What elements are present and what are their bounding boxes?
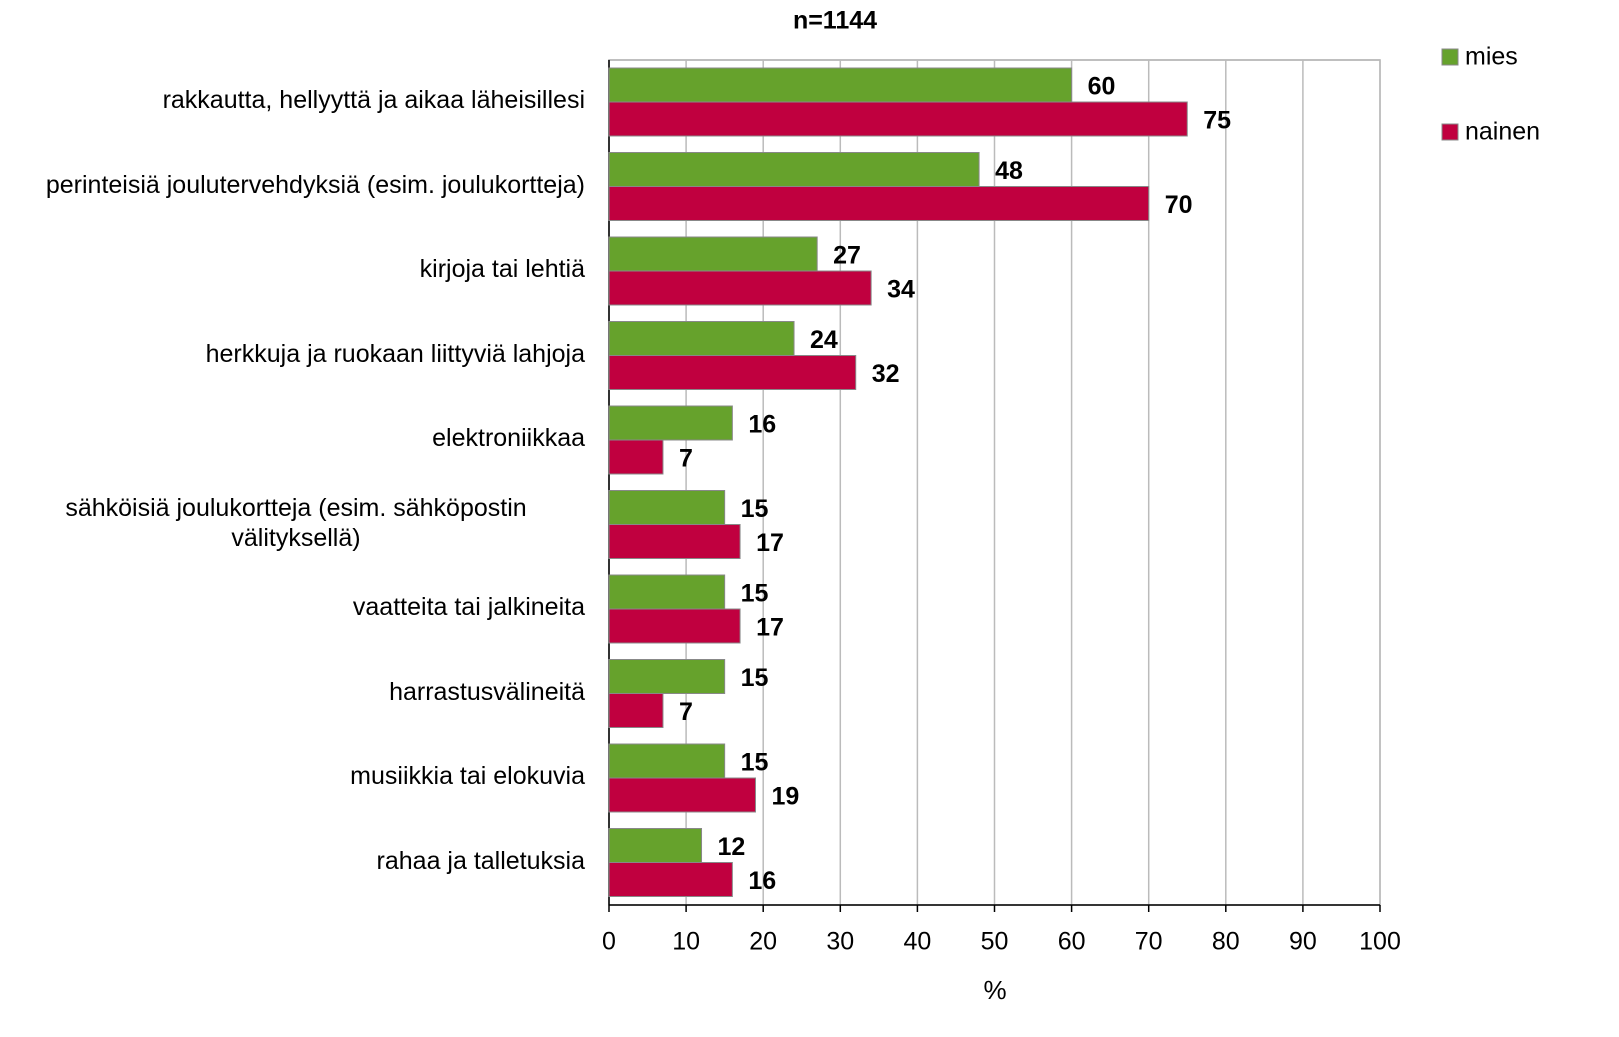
bar [608,659,726,694]
data-label: 48 [995,157,1023,185]
y-tick-label: herkkuja ja ruokaan liittyviä lahjoja [205,339,585,368]
data-label: 15 [741,495,769,523]
bar [608,405,733,441]
x-tick-label: 40 [903,928,931,956]
legend-swatch [1441,123,1459,141]
data-label: 34 [887,276,915,304]
y-tick-label: harrastusvälineitä [389,677,585,706]
bar [608,777,756,813]
legend-label: mies [1465,43,1518,71]
data-label: 7 [679,698,693,726]
bar [608,862,733,897]
bar [608,270,872,306]
x-tick-label: 60 [1058,928,1086,956]
data-label: 15 [741,580,769,608]
x-tick-label: 20 [749,928,777,956]
bar [608,67,1073,103]
data-label: 70 [1165,191,1193,219]
bar [608,490,726,525]
data-label: 17 [756,529,784,557]
data-label: 16 [748,411,776,439]
x-tick-label: 30 [826,928,854,956]
bar [608,524,741,559]
data-label: 16 [748,867,776,895]
y-tick-label: perinteisiä joulutervehdyksiä (esim. jou… [45,170,585,199]
legend-swatch [1441,48,1459,66]
bar [608,828,703,863]
bar [608,574,726,610]
data-label: 19 [771,783,799,811]
data-label: 27 [833,242,861,270]
data-label: 12 [718,833,746,861]
bar [608,355,857,390]
x-tick-label: 70 [1135,928,1163,956]
y-tick-label: vaatteita tai jalkineita [352,593,585,622]
legend-label: nainen [1465,118,1540,146]
data-label: 15 [741,664,769,692]
x-tick-label: 10 [672,928,700,956]
chart-title: n=1144 [793,7,877,35]
y-tick-label: musiikkia tai elokuvia [350,762,585,791]
bar [608,743,726,779]
data-label: 32 [872,360,900,388]
bar [608,693,664,728]
x-tick-label: 80 [1212,928,1240,956]
y-tick-label: elektroniikkaa [432,424,585,453]
y-tick-label: rakkautta, hellyyttä ja aikaa läheisille… [162,86,585,115]
bar [608,608,741,644]
data-label: 15 [741,749,769,777]
data-label: 60 [1088,73,1116,101]
x-axis-label: % [983,975,1006,1005]
x-tick-label: 50 [981,928,1009,956]
x-tick-label: 90 [1289,928,1317,956]
data-label: 17 [756,614,784,642]
y-tick-label: sähköisiä joulukortteja (esim. sähköpost… [65,493,527,552]
bar [608,101,1188,137]
data-label: 7 [679,445,693,473]
x-tick-label: 100 [1359,928,1401,956]
y-tick-label: kirjoja tai lehtiä [419,255,585,284]
bar [608,186,1150,221]
bar [608,321,795,356]
bar [608,152,980,187]
bar [608,236,818,272]
bar [608,439,664,475]
x-tick-label: 0 [602,928,616,956]
data-label: 24 [810,326,838,354]
y-tick-label: rahaa ja talletuksia [376,846,585,875]
data-label: 75 [1203,107,1231,135]
